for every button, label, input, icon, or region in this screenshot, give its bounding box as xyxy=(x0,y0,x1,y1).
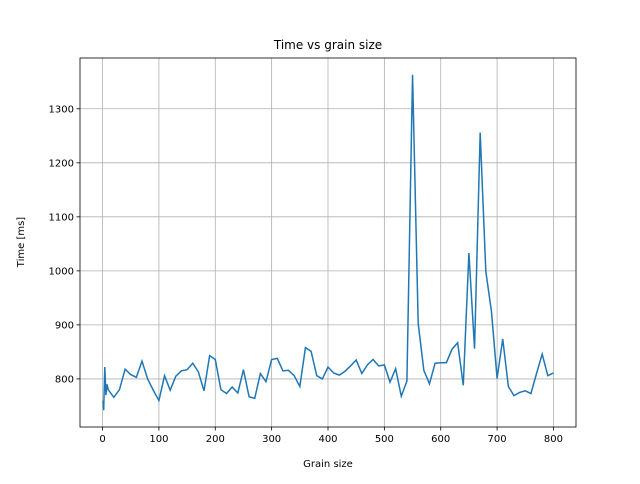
y-tick-label: 1100 xyxy=(49,212,74,223)
x-tick-label: 800 xyxy=(544,434,563,445)
x-tick-label: 400 xyxy=(318,434,337,445)
x-tick-label: 0 xyxy=(99,434,105,445)
x-tick-label: 300 xyxy=(262,434,281,445)
chart-title: Time vs grain size xyxy=(273,38,382,52)
x-tick-label: 500 xyxy=(375,434,394,445)
x-tick-label: 100 xyxy=(149,434,168,445)
y-tick-label: 900 xyxy=(55,320,74,331)
y-tick-label: 800 xyxy=(55,374,74,385)
y-tick-label: 1200 xyxy=(49,158,74,169)
x-tick-label: 600 xyxy=(431,434,450,445)
y-tick-label: 1000 xyxy=(49,266,74,277)
x-axis-label: Grain size xyxy=(303,459,353,470)
x-tick-label: 200 xyxy=(206,434,225,445)
data-line xyxy=(102,74,554,411)
y-tick-label: 1300 xyxy=(49,104,74,115)
y-axis-label: Time [ms] xyxy=(16,217,27,269)
plot-frame xyxy=(79,57,577,428)
x-tick-label: 700 xyxy=(488,434,507,445)
